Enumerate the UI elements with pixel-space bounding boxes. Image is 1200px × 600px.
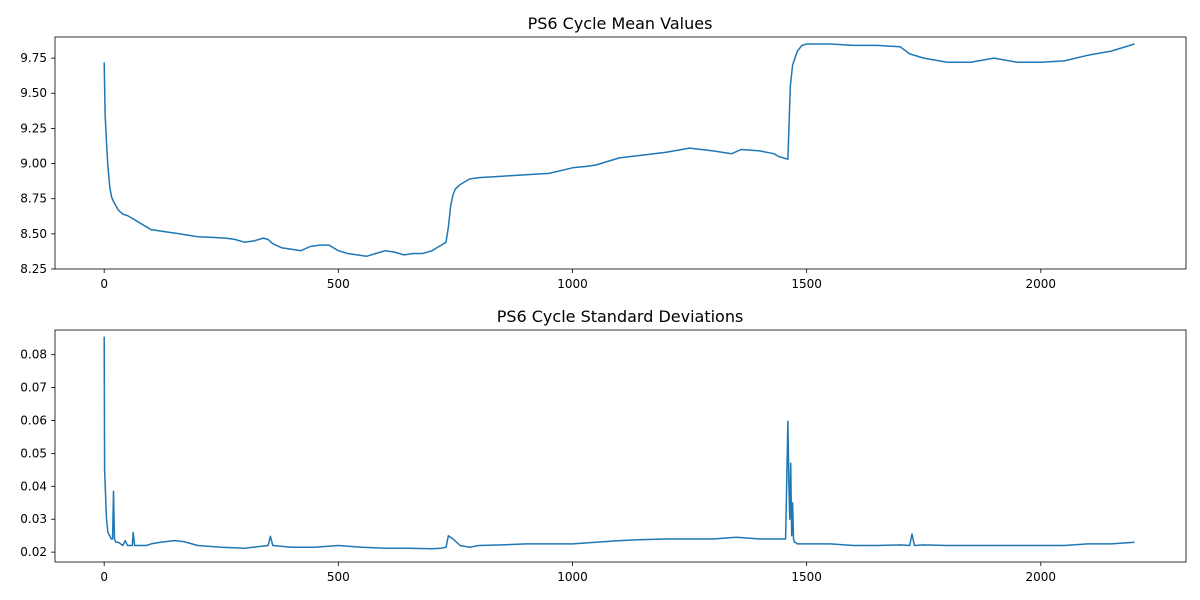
y-tick-label: 0.08 bbox=[20, 348, 47, 362]
x-tick-label: 2000 bbox=[1026, 570, 1057, 584]
plot-frame bbox=[54, 329, 1187, 563]
y-axis: 0.02 0.03 0.04 0.05 0.06 0.07 0.08 bbox=[20, 348, 55, 559]
y-tick-label: 8.75 bbox=[20, 192, 47, 206]
y-tick-label: 0.07 bbox=[20, 381, 47, 395]
series-line bbox=[103, 336, 1135, 550]
x-tick-label: 1000 bbox=[557, 277, 588, 291]
y-tick-label: 0.02 bbox=[20, 545, 47, 559]
mean-values-chart: PS6 Cycle Mean Values 0 500 1000 1500 2000 8… bbox=[20, 14, 1187, 291]
y-tick-label: 9.75 bbox=[20, 51, 47, 65]
y-tick-label: 0.05 bbox=[20, 446, 47, 460]
series-line bbox=[103, 43, 1135, 258]
x-tick-label: 0 bbox=[100, 570, 108, 584]
y-tick-label: 9.25 bbox=[20, 121, 47, 135]
plot-frame bbox=[54, 36, 1187, 270]
x-axis: 0 500 1000 1500 2000 bbox=[100, 269, 1056, 291]
series-layer bbox=[103, 43, 1135, 258]
series-layer bbox=[103, 336, 1135, 550]
chart-title: PS6 Cycle Mean Values bbox=[528, 14, 713, 33]
y-tick-label: 9.50 bbox=[20, 86, 47, 100]
chart-title: PS6 Cycle Standard Deviations bbox=[497, 307, 744, 326]
x-tick-label: 500 bbox=[327, 277, 350, 291]
standard-deviations-chart: PS6 Cycle Standard Deviations 0 500 1000 15… bbox=[20, 307, 1187, 584]
y-tick-label: 0.06 bbox=[20, 413, 47, 427]
y-tick-label: 9.00 bbox=[20, 157, 47, 171]
x-tick-label: 500 bbox=[327, 570, 350, 584]
x-tick-label: 2000 bbox=[1026, 277, 1057, 291]
y-tick-label: 0.04 bbox=[20, 479, 47, 493]
x-tick-label: 0 bbox=[100, 277, 108, 291]
x-tick-label: 1500 bbox=[791, 570, 822, 584]
y-tick-label: 8.25 bbox=[20, 262, 47, 276]
y-axis: 8.25 8.50 8.75 9.00 9.25 9.50 9.75 bbox=[20, 51, 55, 276]
x-tick-label: 1000 bbox=[557, 570, 588, 584]
x-axis: 0 500 1000 1500 2000 bbox=[100, 562, 1056, 584]
x-tick-label: 1500 bbox=[791, 277, 822, 291]
y-tick-label: 8.50 bbox=[20, 227, 47, 241]
y-tick-label: 0.03 bbox=[20, 512, 47, 526]
